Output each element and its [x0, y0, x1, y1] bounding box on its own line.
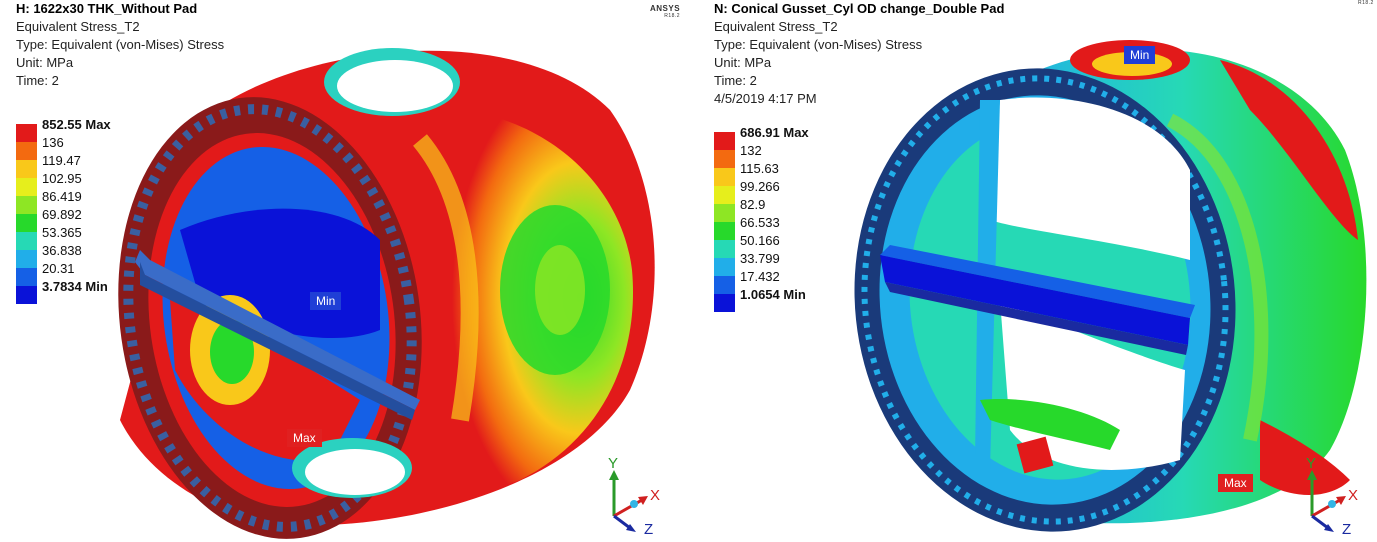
- right-legend-label: 33.799: [740, 251, 780, 266]
- right-legend-swatch: [714, 258, 735, 276]
- right-stress-contour-model[interactable]: [690, 0, 1377, 542]
- right-axis-x-label: X: [1348, 487, 1358, 504]
- left-legend-label: 119.47: [42, 153, 81, 168]
- left-stress-contour-model[interactable]: [0, 0, 690, 542]
- left-legend-swatch: [16, 142, 37, 160]
- left-axis-z-label: Z: [644, 521, 653, 538]
- left-legend-row: 69.892: [16, 208, 82, 232]
- right-result-name: Equivalent Stress_T2: [714, 19, 838, 34]
- left-axis-triad[interactable]: Y X Z: [598, 456, 668, 538]
- left-legend-row: 86.419: [16, 190, 82, 214]
- left-legend-label: 3.7834 Min: [42, 279, 108, 294]
- right-axis-z-label: Z: [1342, 521, 1351, 538]
- right-legend-label: 50.166: [740, 233, 780, 248]
- right-viewport[interactable]: N: Conical Gusset_Cyl OD change_Double P…: [690, 0, 1377, 542]
- right-min-probe-tag[interactable]: Min: [1124, 46, 1156, 64]
- right-legend-label: 82.9: [740, 197, 766, 212]
- left-legend-label: 136: [42, 135, 64, 150]
- right-legend-row: 132: [714, 144, 762, 168]
- right-legend-swatch: [714, 168, 735, 186]
- left-legend-label: 86.419: [42, 189, 82, 204]
- right-result-title: N: Conical Gusset_Cyl OD change_Double P…: [714, 1, 1005, 16]
- left-legend-label: 53.365: [42, 225, 82, 240]
- left-legend-row: 20.31: [16, 262, 75, 286]
- left-legend-row: 3.7834 Min: [16, 280, 108, 304]
- left-legend-row: 36.838: [16, 244, 82, 268]
- left-result-type: Type: Equivalent (von-Mises) Stress: [16, 37, 225, 52]
- left-ansys-logo: ANSYS R18.2: [650, 4, 680, 19]
- left-legend-row: 852.55 Max: [16, 118, 111, 142]
- left-legend-swatch: [16, 232, 37, 250]
- right-legend-swatch: [714, 240, 735, 258]
- right-result-header: N: Conical Gusset_Cyl OD change_Double P…: [714, 0, 1004, 108]
- left-legend-row: 119.47: [16, 154, 81, 178]
- right-legend-row: 66.533: [714, 216, 780, 240]
- right-legend-row: 1.0654 Min: [714, 288, 806, 312]
- right-result-unit: Unit: MPa: [714, 55, 772, 70]
- right-legend-row: 17.432: [714, 270, 780, 294]
- right-legend-row: 686.91 Max: [714, 126, 809, 150]
- left-legend-swatch: [16, 178, 37, 196]
- left-legend-label: 20.31: [42, 261, 75, 276]
- left-ansys-brand: ANSYS: [650, 4, 681, 13]
- right-legend-label: 115.63: [740, 161, 779, 176]
- right-legend-label: 17.432: [740, 269, 780, 284]
- left-legend-swatch: [16, 196, 37, 214]
- right-legend-swatch: [714, 132, 735, 150]
- left-axis-y-label: Y: [608, 456, 618, 472]
- right-axis-triad[interactable]: Y X Z: [1296, 456, 1366, 538]
- left-legend-swatch: [16, 124, 37, 142]
- left-max-probe-tag[interactable]: Max: [287, 429, 322, 447]
- right-max-probe-tag[interactable]: Max: [1218, 474, 1253, 492]
- right-ansys-logo: R18.2: [1358, 0, 1374, 6]
- left-result-unit: Unit: MPa: [16, 55, 74, 70]
- left-result-time: Time: 2: [16, 73, 59, 88]
- left-legend-swatch: [16, 286, 37, 304]
- left-legend-row: 102.95: [16, 172, 82, 196]
- right-legend-label: 686.91 Max: [740, 125, 809, 140]
- left-legend-label: 36.838: [42, 243, 82, 258]
- right-result-date: 4/5/2019 4:17 PM: [714, 91, 817, 106]
- left-legend-swatch: [16, 214, 37, 232]
- left-min-probe-tag[interactable]: Min: [310, 292, 342, 310]
- left-color-legend: 852.55 Max 136 119.47 102.95 86.419 69.892 53.…: [16, 118, 146, 324]
- right-legend-row: 33.799: [714, 252, 780, 276]
- right-color-legend: 686.91 Max 132 115.63 99.266 82.9 66.533 50.16…: [714, 126, 844, 332]
- left-ansys-version: R18.2: [664, 13, 681, 19]
- right-legend-swatch: [714, 222, 735, 240]
- right-legend-row: 82.9: [714, 198, 765, 222]
- left-legend-swatch: [16, 268, 37, 286]
- right-legend-row: 99.266: [714, 180, 780, 204]
- left-result-name: Equivalent Stress_T2: [16, 19, 140, 34]
- right-legend-swatch: [714, 186, 735, 204]
- right-ansys-version: R18.2: [1358, 0, 1374, 6]
- left-legend-label: 69.892: [42, 207, 82, 222]
- right-legend-swatch: [714, 294, 735, 312]
- right-legend-label: 66.533: [740, 215, 780, 230]
- right-legend-swatch: [714, 276, 735, 294]
- right-legend-label: 99.266: [740, 179, 780, 194]
- right-axis-y-label: Y: [1306, 456, 1316, 472]
- left-legend-label: 102.95: [42, 171, 82, 186]
- right-legend-swatch: [714, 204, 735, 222]
- right-legend-row: 50.166: [714, 234, 780, 258]
- right-legend-swatch: [714, 150, 735, 168]
- left-legend-label: 852.55 Max: [42, 117, 111, 132]
- left-axis-x-label: X: [650, 487, 660, 504]
- right-legend-row: 115.63: [714, 162, 779, 186]
- left-legend-row: 53.365: [16, 226, 82, 250]
- right-result-time: Time: 2: [714, 73, 757, 88]
- left-result-title: H: 1622x30 THK_Without Pad: [16, 1, 198, 16]
- left-legend-row: 136: [16, 136, 64, 160]
- left-legend-swatch: [16, 250, 37, 268]
- left-result-header: H: 1622x30 THK_Without Pad Equivalent St…: [16, 0, 224, 90]
- left-legend-swatch: [16, 160, 37, 178]
- right-legend-label: 1.0654 Min: [740, 287, 806, 302]
- right-legend-label: 132: [740, 143, 762, 158]
- right-result-type: Type: Equivalent (von-Mises) Stress: [714, 37, 923, 52]
- left-viewport[interactable]: H: 1622x30 THK_Without Pad Equivalent St…: [0, 0, 690, 542]
